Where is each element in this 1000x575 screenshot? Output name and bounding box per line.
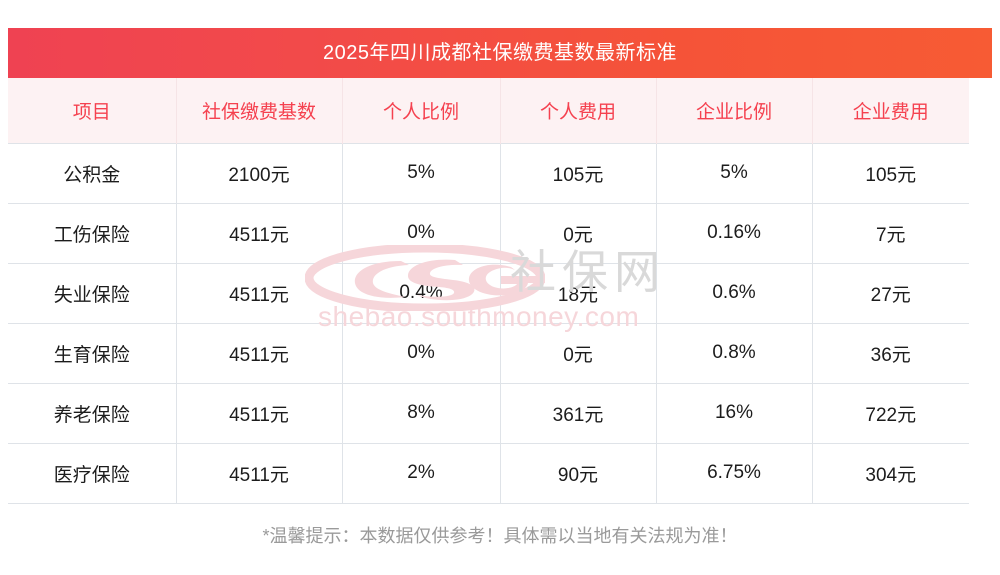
social-insurance-table-wrapper: 项目 社保缴费基数 个人比例 个人费用 企业比例 企业费用 公积金 2100元 … xyxy=(8,78,969,504)
cell-company-fee: 722元 xyxy=(812,382,969,443)
cell-base: 4511元 xyxy=(176,322,343,383)
cell-personal-fee: 18元 xyxy=(500,262,657,323)
cell-personal-fee: 90元 xyxy=(500,442,657,504)
cell-personal-fee: 0元 xyxy=(500,202,657,263)
cell-item: 生育保险 xyxy=(8,322,177,383)
cell-personal-rate: 2% xyxy=(342,442,501,504)
cell-company-rate: 6.75% xyxy=(656,442,813,504)
table-row: 生育保险 4511元 0% 0元 0.8% 36元 xyxy=(8,322,969,383)
column-header-item: 项目 xyxy=(8,78,177,143)
cell-company-rate: 0.16% xyxy=(656,202,813,263)
table-row: 工伤保险 4511元 0% 0元 0.16% 7元 xyxy=(8,202,969,263)
cell-item: 工伤保险 xyxy=(8,202,177,263)
table-row: 医疗保险 4511元 2% 90元 6.75% 304元 xyxy=(8,442,969,504)
cell-personal-rate: 5% xyxy=(342,142,501,203)
column-header-personal-fee: 个人费用 xyxy=(500,78,657,143)
table-header: 项目 社保缴费基数 个人比例 个人费用 企业比例 企业费用 xyxy=(8,78,969,143)
cell-company-rate: 5% xyxy=(656,142,813,203)
cell-personal-rate: 0% xyxy=(342,322,501,383)
footer-note: *温馨提示：本数据仅供参考！具体需以当地有关法规为准！ xyxy=(262,526,738,546)
cell-base: 4511元 xyxy=(176,382,343,443)
column-header-base: 社保缴费基数 xyxy=(176,78,343,143)
column-header-company-rate: 企业比例 xyxy=(656,78,813,143)
cell-base: 2100元 xyxy=(176,142,343,203)
cell-company-rate: 0.6% xyxy=(656,262,813,323)
cell-company-fee: 304元 xyxy=(812,442,969,504)
table-row: 公积金 2100元 5% 105元 5% 105元 xyxy=(8,142,969,203)
cell-personal-rate: 8% xyxy=(342,382,501,443)
cell-personal-rate: 0% xyxy=(342,202,501,263)
cell-company-fee: 7元 xyxy=(812,202,969,263)
cell-item: 公积金 xyxy=(8,142,177,203)
cell-base: 4511元 xyxy=(176,202,343,263)
cell-company-fee: 27元 xyxy=(812,262,969,323)
cell-personal-fee: 105元 xyxy=(500,142,657,203)
cell-base: 4511元 xyxy=(176,262,343,323)
cell-item: 失业保险 xyxy=(8,262,177,323)
cell-personal-fee: 0元 xyxy=(500,322,657,383)
cell-company-rate: 0.8% xyxy=(656,322,813,383)
table-header-row: 项目 社保缴费基数 个人比例 个人费用 企业比例 企业费用 xyxy=(8,78,969,143)
cell-base: 4511元 xyxy=(176,442,343,504)
cell-company-rate: 16% xyxy=(656,382,813,443)
cell-personal-rate: 0.4% xyxy=(342,262,501,323)
page-title: 2025年四川成都社保缴费基数最新标准 xyxy=(323,42,677,64)
column-header-personal-rate: 个人比例 xyxy=(342,78,501,143)
table-body: 公积金 2100元 5% 105元 5% 105元 工伤保险 4511元 0% … xyxy=(8,142,969,504)
social-insurance-table: 项目 社保缴费基数 个人比例 个人费用 企业比例 企业费用 公积金 2100元 … xyxy=(8,78,969,504)
column-header-company-fee: 企业费用 xyxy=(812,78,969,143)
cell-item: 养老保险 xyxy=(8,382,177,443)
title-banner: 2025年四川成都社保缴费基数最新标准 xyxy=(8,28,992,78)
cell-company-fee: 36元 xyxy=(812,322,969,383)
cell-personal-fee: 361元 xyxy=(500,382,657,443)
cell-item: 医疗保险 xyxy=(8,442,177,504)
table-row: 失业保险 4511元 0.4% 18元 0.6% 27元 xyxy=(8,262,969,323)
cell-company-fee: 105元 xyxy=(812,142,969,203)
table-row: 养老保险 4511元 8% 361元 16% 722元 xyxy=(8,382,969,443)
